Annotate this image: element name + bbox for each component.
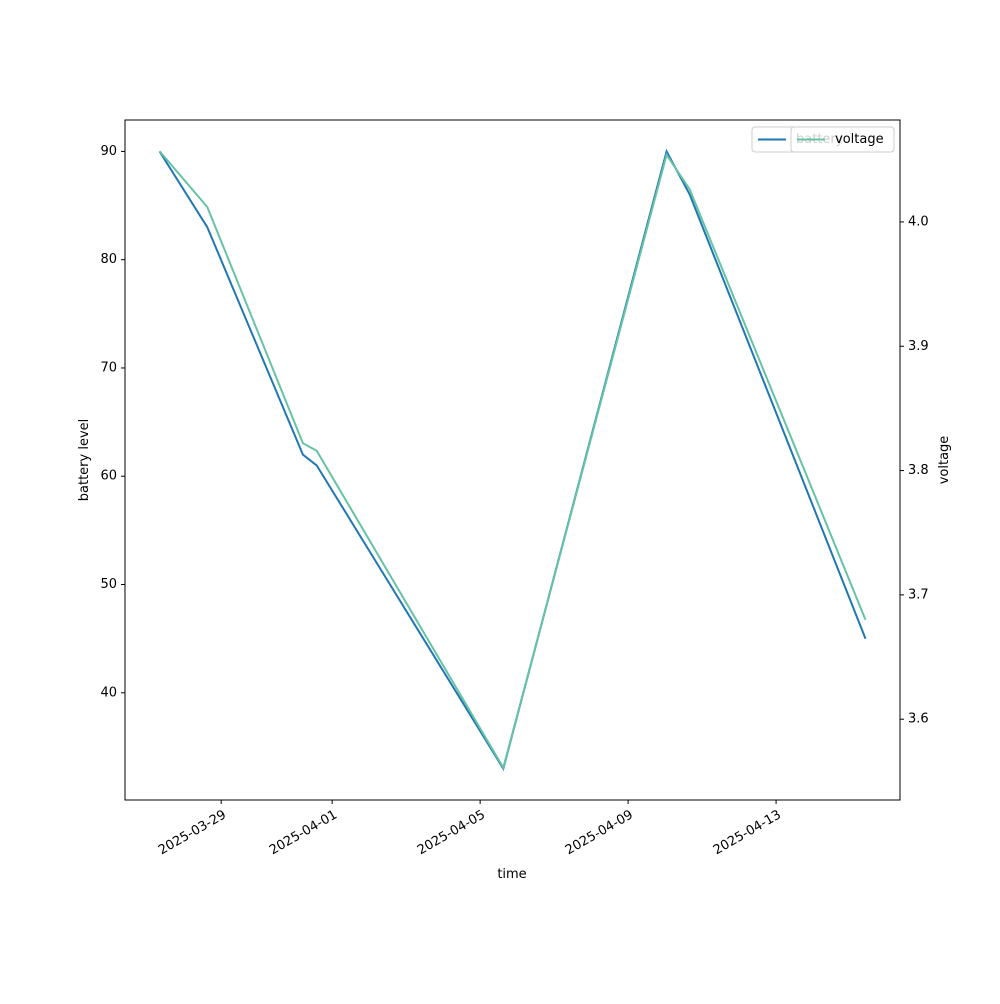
y2-tick-label: 3.8 xyxy=(908,463,929,478)
y2-tick-label: 4.0 xyxy=(908,214,929,229)
y2-tick-label: 3.6 xyxy=(908,712,929,727)
y-tick-label: 60 xyxy=(100,469,117,484)
plot-frame xyxy=(124,119,901,801)
y-tick-label: 90 xyxy=(100,144,117,159)
y-axis-label: battery level xyxy=(77,419,92,502)
y-tick-label: 70 xyxy=(100,360,117,375)
series-line xyxy=(158,148,867,772)
y2-tick-label: 3.9 xyxy=(908,339,929,354)
legend-box xyxy=(790,126,895,153)
y-tick-label: 80 xyxy=(100,252,117,267)
y-tick-label: 50 xyxy=(100,577,117,592)
y2-tick-label: 3.7 xyxy=(908,587,929,602)
legend-label: voltage xyxy=(835,132,884,147)
series-line xyxy=(158,150,867,771)
x-axis-label: time xyxy=(497,867,526,882)
y-tick-label: 40 xyxy=(100,685,117,700)
y2-axis-label: voltage xyxy=(937,436,952,485)
